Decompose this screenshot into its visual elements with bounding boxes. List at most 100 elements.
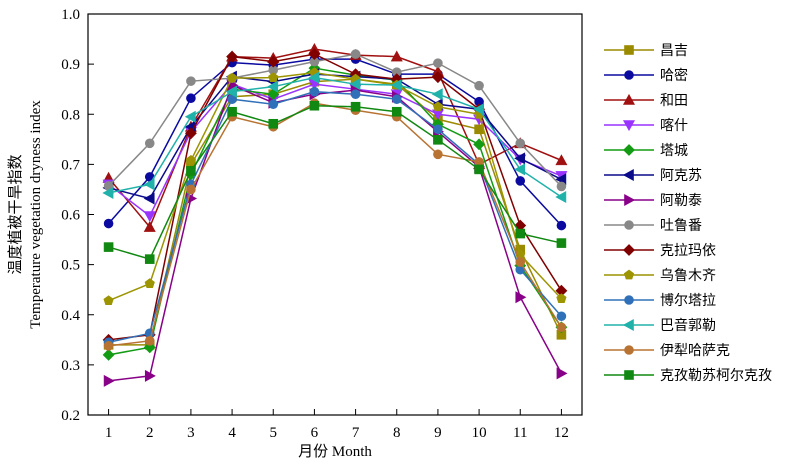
data-point [391, 106, 402, 117]
data-point [267, 55, 280, 68]
data-point [390, 50, 403, 62]
data-point [515, 291, 527, 304]
data-point [227, 106, 237, 117]
legend-label: 吐鲁番 [660, 218, 702, 234]
legend-marker [622, 93, 636, 105]
data-point [349, 78, 361, 91]
series-line [108, 104, 562, 261]
series-11 [103, 86, 567, 348]
legend-item: 和田 [604, 93, 688, 109]
legend-label: 喀什 [660, 118, 688, 134]
data-point [515, 176, 526, 186]
series-7 [103, 79, 568, 387]
data-point [103, 242, 114, 252]
data-point [143, 220, 156, 232]
data-point [391, 94, 402, 105]
data-point [555, 154, 568, 166]
legend-marker [624, 220, 634, 230]
y-tick-label: 0.5 [61, 258, 80, 274]
data-point [433, 135, 443, 145]
data-point [309, 100, 320, 111]
x-tick-label: 5 [270, 425, 278, 441]
x-tick-label: 4 [228, 425, 236, 441]
series-12 [102, 71, 567, 203]
data-point [103, 295, 114, 306]
y-tick-label: 0.6 [61, 208, 80, 224]
data-point [433, 149, 443, 160]
legend-marker [622, 168, 634, 182]
legend-label: 乌鲁木齐 [660, 268, 716, 284]
legend-marker [624, 70, 634, 80]
x-tick-label: 7 [352, 425, 360, 441]
data-point [186, 184, 196, 195]
data-point [556, 238, 567, 248]
legend-label: 伊犁哈萨克 [660, 343, 730, 359]
legend-marker [624, 370, 634, 380]
y-tick-label: 0.2 [61, 408, 80, 424]
series-line [108, 71, 562, 302]
data-point [186, 76, 196, 86]
data-point [144, 336, 155, 346]
y-tick-label: 0.3 [61, 358, 80, 374]
x-tick-label: 2 [146, 425, 154, 441]
legend-marker [624, 193, 636, 207]
series-line [108, 53, 562, 187]
data-point [433, 124, 443, 135]
x-tick-label: 12 [554, 425, 569, 441]
legend-label: 塔城 [660, 143, 688, 159]
data-point [143, 211, 156, 223]
legend-item: 阿勒泰 [604, 193, 702, 209]
data-point [556, 293, 567, 304]
x-tick-label: 10 [472, 425, 487, 441]
data-point [143, 178, 155, 191]
data-point [515, 228, 526, 239]
data-point [226, 72, 238, 83]
y-tick-label: 0.8 [61, 107, 80, 123]
data-point [474, 80, 484, 91]
legend-marker [624, 345, 634, 355]
legend-item: 昌吉 [604, 43, 688, 59]
legend: 昌吉哈密和田喀什塔城阿克苏阿勒泰吐鲁番克拉玛依乌鲁木齐博尔塔拉巴音郭勒伊犁哈萨克… [604, 43, 772, 384]
x-tick-label: 3 [187, 425, 195, 441]
data-point [143, 192, 155, 205]
series-line [108, 58, 562, 227]
series-14 [103, 100, 567, 264]
data-point [308, 71, 320, 84]
data-point [144, 138, 155, 149]
y-tick-label: 0.9 [61, 57, 80, 73]
data-point [102, 186, 114, 199]
legend-label: 哈密 [660, 67, 688, 84]
legend-item: 伊犁哈萨克 [604, 343, 730, 359]
x-tick-label: 11 [513, 425, 527, 441]
data-point [515, 257, 526, 267]
data-point [473, 138, 486, 151]
data-point [350, 89, 361, 99]
legend-label: 昌吉 [660, 43, 688, 59]
data-point [184, 127, 197, 140]
legend-item: 阿克苏 [604, 168, 702, 184]
data-point [186, 166, 196, 176]
data-point [555, 190, 567, 203]
x-tick-label: 1 [105, 425, 113, 441]
data-point [102, 348, 115, 361]
legend-marker [624, 45, 634, 55]
data-point [268, 99, 279, 110]
data-point [556, 181, 567, 192]
y-tick-label: 0.4 [61, 308, 80, 324]
legend-label: 博尔塔拉 [660, 292, 716, 309]
data-point [185, 154, 197, 165]
legend-marker [622, 120, 636, 132]
legend-label: 阿克苏 [660, 168, 702, 184]
legend-item: 哈密 [604, 67, 688, 84]
y-tick-label: 0.7 [61, 157, 80, 173]
data-point [350, 101, 361, 112]
series-line [108, 53, 563, 341]
legend-label: 克拉玛依 [660, 243, 716, 259]
data-point [103, 374, 115, 387]
legend-item: 克拉玛依 [604, 243, 716, 259]
axes: 1 2 3 4 5 6 7 8 9 10 11 120.20.30.40.50.60.70.80.91… [61, 7, 569, 441]
legend-item: 乌鲁木齐 [604, 268, 716, 284]
data-point [226, 50, 239, 63]
legend-label: 克孜勒苏柯尔克孜 [660, 368, 772, 384]
